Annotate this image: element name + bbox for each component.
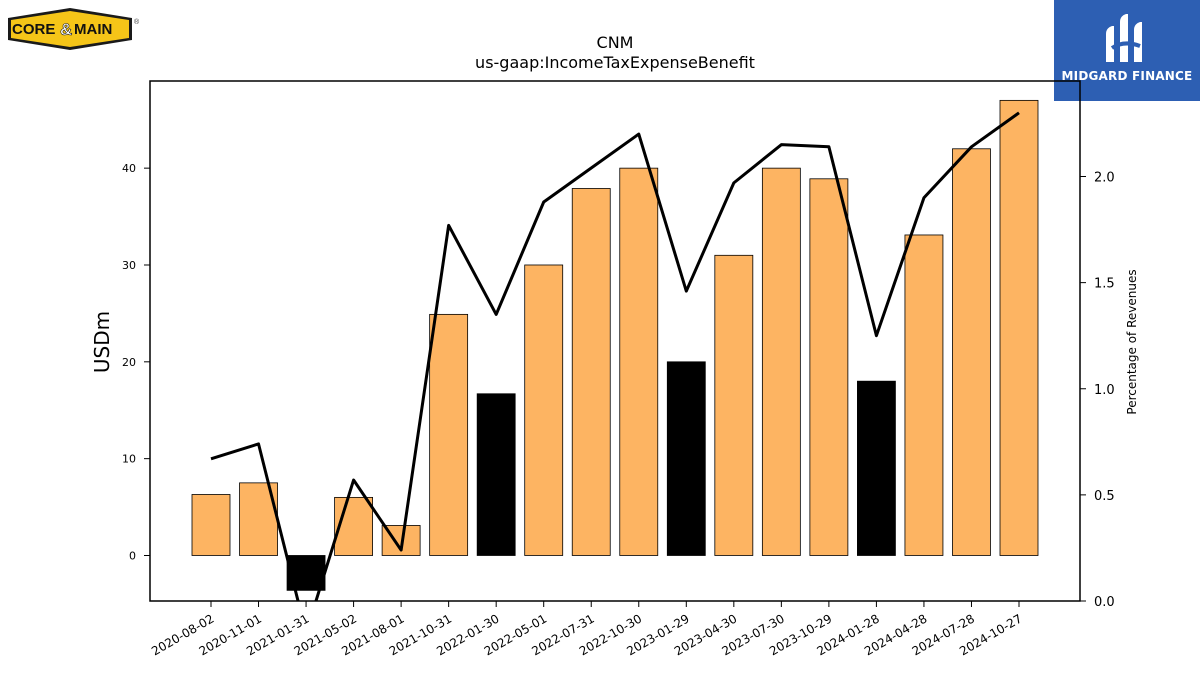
y-tick-label: 0	[129, 549, 136, 562]
logo-brand-text: MIDGARD FINANCE	[1061, 69, 1193, 83]
bar-2021-05-02	[334, 496, 373, 556]
y2-tick-label: 1.0	[1094, 383, 1115, 398]
chart-subtitle: us-gaap:IncomeTaxExpenseBenefit	[475, 53, 755, 72]
y-tick-label: 40	[122, 162, 136, 175]
logo-text-main: MAIN	[74, 21, 112, 38]
bar-2024-07-28	[952, 148, 991, 556]
plot-frame	[149, 80, 1081, 602]
bar-2023-07-30	[761, 167, 801, 556]
line-series	[210, 111, 1020, 601]
bar-2022-05-01	[524, 264, 564, 556]
bar-2024-01-28	[857, 380, 896, 556]
bar-series	[191, 99, 1039, 591]
percentage-line	[210, 111, 1020, 601]
bar-2023-04-30	[714, 254, 754, 556]
y-axis-label: USDm	[90, 311, 114, 373]
y2-axis-label: Percentage of Revenues	[1125, 269, 1139, 414]
midgard-finance-logo: MIDGARD FINANCE	[1054, 0, 1200, 101]
y2-tick-label: 2.0	[1094, 171, 1115, 186]
bar-2024-10-27	[999, 99, 1039, 556]
y2-tick-label: 0.0	[1094, 595, 1115, 610]
bar-2022-10-30	[619, 167, 659, 556]
y2-tick-label: 0.5	[1094, 489, 1115, 504]
y-tick-label: 20	[122, 356, 136, 369]
core-main-logo: CORE & MAIN ®	[8, 8, 142, 50]
bar-2021-10-31	[429, 313, 469, 556]
bar-2023-01-29	[666, 361, 706, 556]
bar-2022-01-30	[476, 393, 516, 556]
bar-2023-10-29	[809, 178, 849, 556]
bar-2020-08-02	[191, 494, 231, 556]
x-axis: 2020-08-022020-11-012021-01-312021-05-02…	[149, 601, 1025, 658]
y2-tick-label: 1.5	[1094, 277, 1115, 292]
logo-text-amp: &	[60, 20, 72, 39]
bar-2024-04-28	[904, 234, 944, 556]
logo-text-core: CORE	[12, 21, 55, 38]
y-tick-label: 10	[122, 453, 136, 466]
left-y-axis: 0 10 20 30 40	[122, 162, 150, 562]
right-y-axis: 0.0 0.5 1.0 1.5 2.0	[1080, 171, 1115, 610]
chart-title: CNM	[597, 33, 634, 52]
logo-registered-mark: ®	[134, 18, 140, 26]
bar-2022-07-31	[571, 188, 611, 556]
y-tick-label: 30	[122, 259, 136, 272]
